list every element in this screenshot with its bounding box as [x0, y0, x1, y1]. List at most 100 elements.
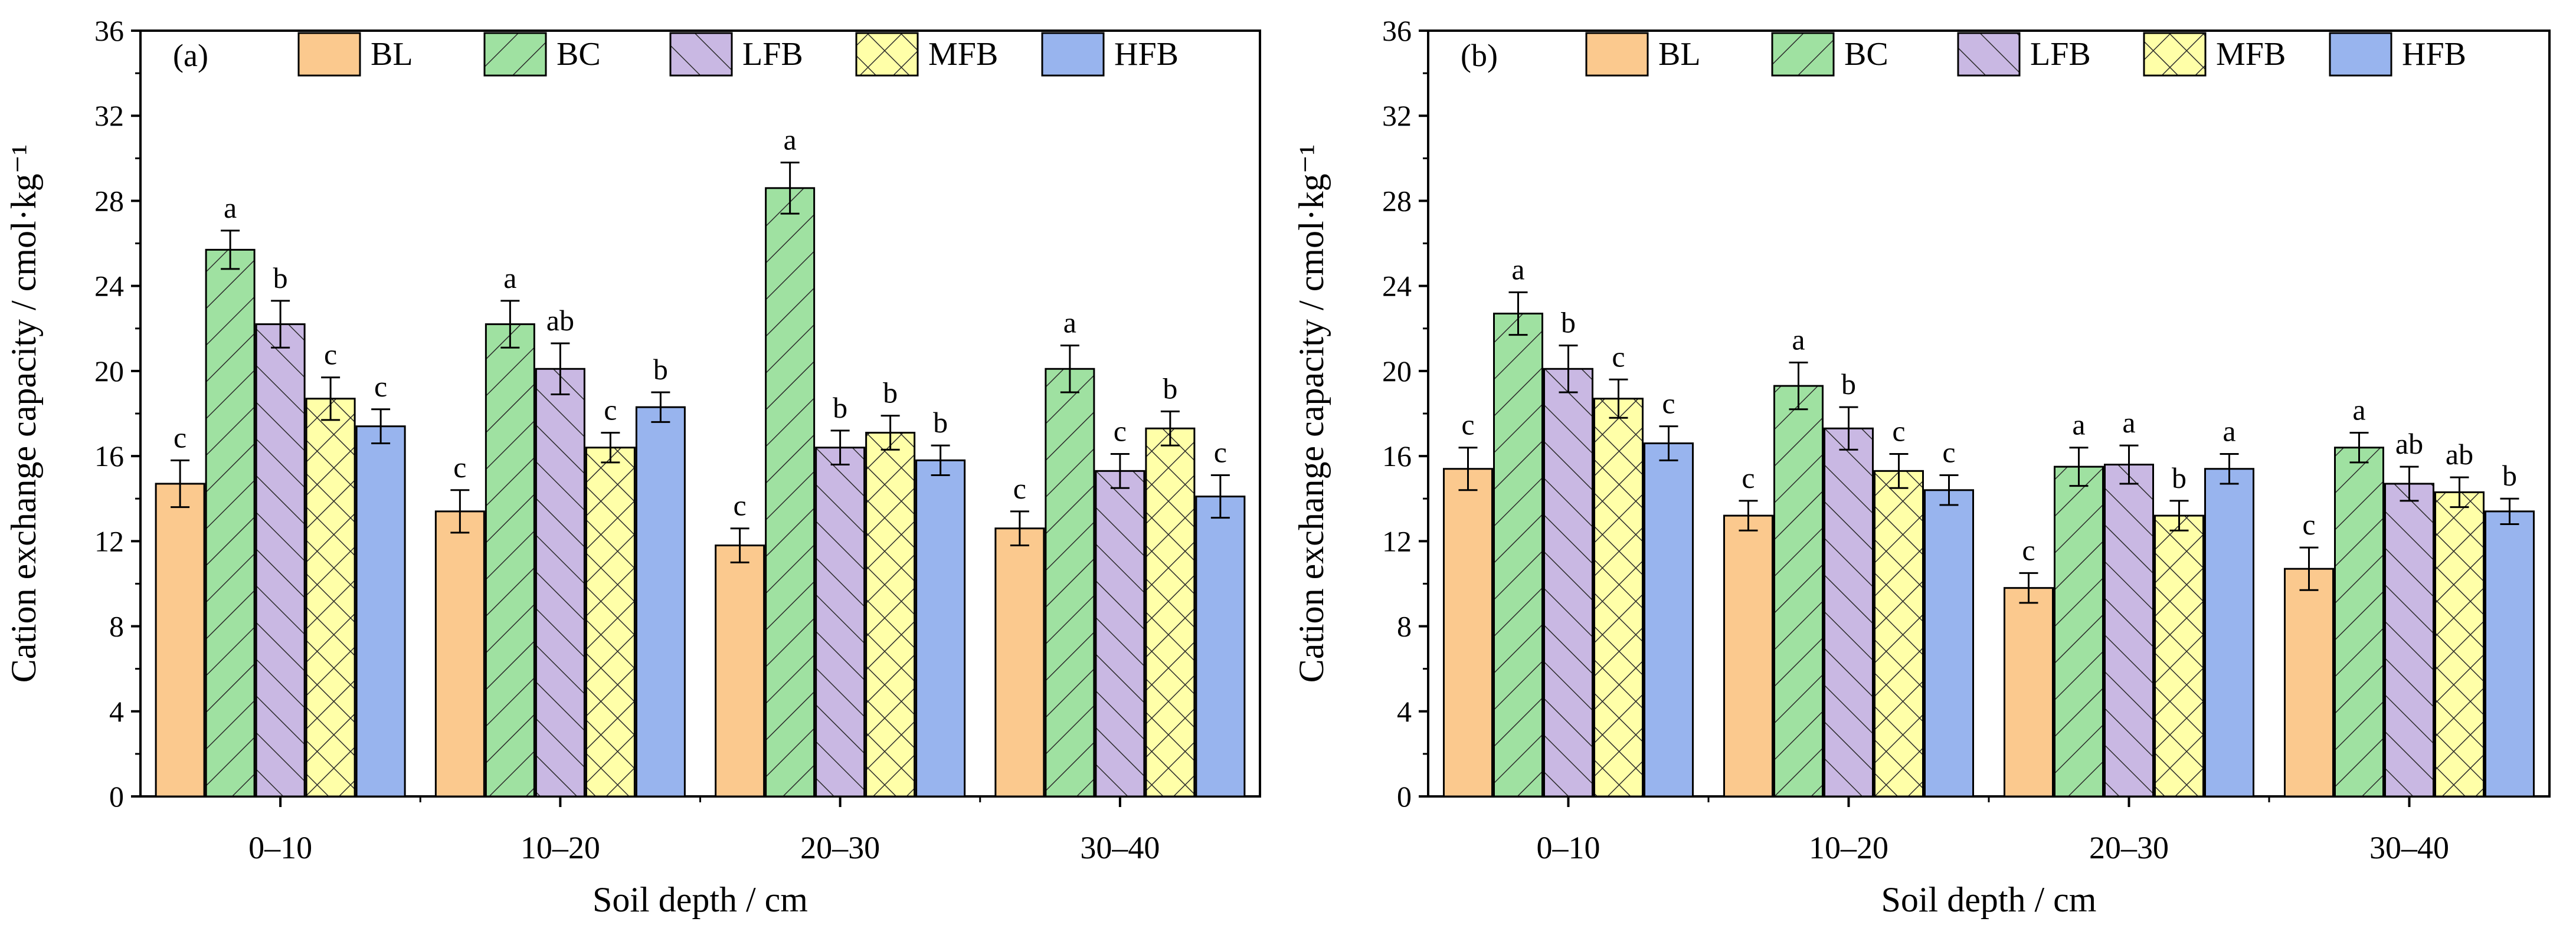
bar-bl: [1723, 514, 1773, 798]
bar-mfb: [1874, 470, 1924, 798]
y-axis-label: Cation exchange capacity / cmol·kg⁻¹: [1292, 145, 1331, 683]
legend-swatch-bc: [1771, 32, 1835, 77]
bar-mfb: [1593, 398, 1644, 798]
significance-letter: a: [2072, 408, 2085, 441]
bar-bc: [205, 248, 256, 798]
bar-hfb: [635, 406, 686, 798]
bar-bl: [434, 510, 485, 798]
bar-hfb: [1195, 496, 1246, 798]
bar-bl: [2284, 568, 2334, 798]
bar-mfb: [2154, 514, 2204, 798]
significance-letter: b: [2502, 459, 2517, 492]
significance-letter: a: [1063, 306, 1076, 339]
bar-mfb: [865, 431, 916, 798]
y-tick-label: 28: [94, 184, 124, 217]
legend-label-lfb: LFB: [742, 36, 803, 73]
significance-letter: c: [324, 338, 337, 371]
x-tick-label: 10–20: [1809, 830, 1888, 865]
bar-lfb: [1543, 368, 1593, 798]
significance-letter: b: [2172, 461, 2187, 494]
legend-label-lfb: LFB: [2030, 36, 2091, 73]
y-tick-label: 20: [1382, 355, 1412, 388]
bar-hfb: [1644, 442, 1694, 798]
legend-swatch-hfb: [1041, 32, 1105, 77]
significance-letter: c: [1214, 436, 1227, 469]
bar-bc: [485, 323, 535, 798]
significance-letter: b: [883, 376, 898, 409]
x-tick-label: 0–10: [1537, 830, 1600, 865]
y-axis-label: Cation exchange capacity / cmol·kg⁻¹: [4, 145, 43, 683]
panel-b: 0 4 8 12 16 20 24 28 32 36 Cation exchange capacit…: [1292, 14, 2551, 919]
y-tick-label: 0: [109, 780, 124, 813]
legend-label-bl: BL: [371, 36, 413, 73]
bar-lfb: [2104, 464, 2154, 798]
legend-label-hfb: HFB: [1114, 36, 1179, 73]
bar-bl: [2004, 587, 2054, 798]
legend-swatch-lfb: [669, 32, 733, 77]
panel-a: 0 4 8 12 16 20 24 28 32 36 Cation exchange capacit…: [4, 14, 1261, 919]
significance-letter: c: [1942, 436, 1955, 469]
x-tick-label: 20–30: [2089, 830, 2169, 865]
significance-letter: a: [224, 191, 237, 224]
bar-bl: [1443, 468, 1493, 798]
significance-letter: c: [1013, 472, 1026, 505]
x-tick-label: 30–40: [1080, 830, 1160, 865]
significance-letter: b: [1841, 368, 1856, 401]
significance-letter: a: [2223, 415, 2235, 448]
bar-lfb: [1824, 427, 1874, 798]
significance-letter: a: [2352, 393, 2365, 426]
significance-letter: b: [833, 391, 847, 424]
y-tick-label: 8: [109, 610, 124, 643]
bar-mfb: [585, 447, 636, 798]
bar-hfb: [915, 459, 966, 798]
legend-swatch-mfb: [2143, 32, 2207, 77]
legend-label-hfb: HFB: [2402, 36, 2466, 73]
bar-hfb: [355, 425, 406, 798]
significance-letter: b: [273, 261, 288, 294]
significance-letter: a: [784, 123, 797, 156]
bar-mfb: [305, 398, 356, 798]
bar-bl: [155, 483, 205, 798]
bar-bc: [1493, 313, 1543, 798]
significance-letter: b: [1163, 372, 1177, 405]
significance-letter: c: [604, 393, 617, 426]
y-tick-label: 12: [1382, 524, 1412, 557]
y-tick-label: 36: [94, 14, 124, 47]
x-tick-label: 30–40: [2369, 830, 2449, 865]
significance-letter: a: [2122, 406, 2135, 439]
y-tick-label: 8: [1397, 610, 1412, 643]
y-tick-label: 28: [1382, 184, 1412, 217]
legend-swatch-bc: [483, 32, 547, 77]
significance-letter: c: [453, 451, 466, 484]
significance-letter: c: [174, 421, 186, 454]
bar-bc: [2334, 447, 2384, 798]
x-axis-label: Soil depth / cm: [593, 880, 808, 919]
y-tick-label: 24: [94, 270, 124, 303]
y-tick-label: 12: [94, 524, 124, 557]
legend-swatch-hfb: [2329, 32, 2392, 77]
bar-lfb: [815, 447, 866, 798]
significance-letter: c: [2022, 533, 2035, 566]
panel-label: (a): [173, 38, 208, 73]
significance-letter: c: [374, 370, 387, 403]
significance-letter: ab: [2446, 438, 2473, 471]
legend-label-bl: BL: [1658, 36, 1701, 73]
legend-label-bc: BC: [557, 36, 601, 73]
significance-letter: c: [734, 489, 747, 522]
significance-letter: c: [1461, 408, 1474, 441]
x-tick-label: 10–20: [521, 830, 600, 865]
legend-swatch-lfb: [1957, 32, 2021, 77]
significance-letter: a: [1792, 323, 1805, 356]
significance-letter: a: [1511, 252, 1524, 286]
significance-letter: b: [653, 353, 668, 386]
legend-swatch-mfb: [855, 32, 919, 77]
y-tick-label: 20: [94, 355, 124, 388]
y-tick-label: 36: [1382, 14, 1412, 47]
bar-lfb: [255, 323, 306, 798]
significance-letter: a: [503, 261, 516, 294]
bar-lfb: [535, 368, 585, 798]
legend-label-mfb: MFB: [928, 36, 998, 73]
bar-hfb: [2204, 468, 2254, 798]
legend-swatch-bl: [1585, 32, 1649, 77]
